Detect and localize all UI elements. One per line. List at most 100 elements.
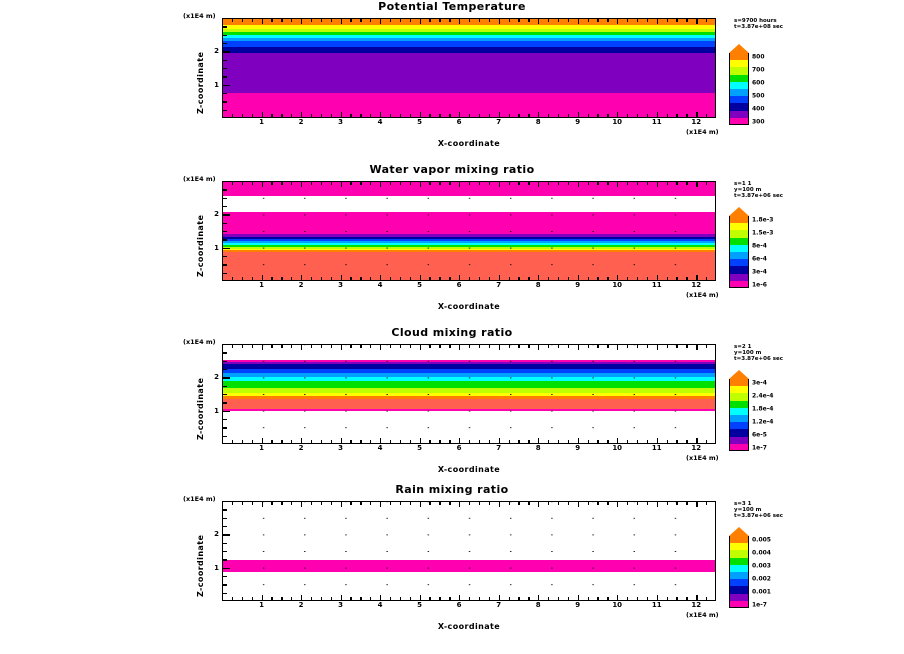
colorbar-segment [729,400,749,408]
colorbar: s=2 1 y=100 m t=3.87e+06 sec 3e-4 2.4e-4 1.8e… [728,344,898,464]
x-tick-label: 8 [535,444,541,452]
annotation-line: y=100 m [734,187,762,194]
x-tick-label: 7 [496,601,502,609]
colorbar-tick-label: 3e-4 [752,268,767,276]
x-axis-label: X-coordinate [437,139,501,148]
x-tick-label: 4 [377,601,383,609]
x-tick-label: 6 [456,444,462,452]
x-tick-label: 4 [377,444,383,452]
colorbar-arrow-cap-icon [729,44,749,53]
chart-panel: Water vapor mixing ratio (x1E4 m) Z-coordi… [0,163,904,326]
x-axis-unit: (x1E4 m) [686,128,719,136]
x-tick-label: 4 [377,281,383,289]
x-tick-label: 2 [298,118,304,126]
y-tick-label: 2 [214,210,219,219]
x-axis-label: X-coordinate [437,622,501,631]
y-axis-label: Z-coordinate [196,51,205,114]
colorbar-segment [729,74,749,82]
y-tick-label: 1 [214,563,219,572]
x-axis-label: X-coordinate [437,302,501,311]
colorbar-tick-label: 500 [752,92,765,100]
annotation-line: s=1 1 [734,181,752,187]
x-tick-label: 9 [575,601,581,609]
colorbar-bar [729,207,749,288]
x-tick-label: 10 [612,601,623,609]
colorbar-segment [729,230,749,238]
x-tick-label: 8 [535,281,541,289]
colorbar-tick-label: 1e-6 [752,281,767,289]
colorbar-tick-label: 400 [752,105,765,113]
contour-band [223,35,715,38]
x-tick-label: 9 [575,444,581,452]
annotation-line: s=3 1 [734,501,752,507]
colorbar-arrow-cap-icon [729,527,749,536]
colorbar-segment [729,237,749,245]
colorbar-tick-label: 1.2e-4 [752,418,774,426]
colorbar-segment [729,273,749,281]
colorbar-arrow-cap-icon [729,370,749,379]
colorbar-tick-label: 1.8e-4 [752,405,774,413]
colorbar-segment [729,110,749,118]
contour-band [223,38,715,41]
colorbar-bar [729,527,749,608]
x-tick-label: 3 [338,444,343,452]
colorbar-segment [729,414,749,423]
left-axis-ticks [222,501,230,601]
chart-panel: Potential Temperature (x1E4 m) Z-coordinat… [0,0,904,163]
colorbar-arrow-cap-icon [729,207,749,216]
contour-band [223,25,715,29]
y-tick-label: 1 [214,406,219,415]
y-tick-label: 2 [214,47,219,56]
bottom-axis-ticks [222,438,716,444]
annotation-line: s=2 1 [734,344,752,350]
x-tick-label: 5 [417,118,423,126]
x-axis-tick-labels: 1 2 3 4 5 6 7 8 9 10 11 12 [222,444,716,456]
plot-area[interactable] [222,18,716,118]
x-tick-label: 9 [575,118,581,126]
colorbar-segment [729,81,749,89]
contour-band [223,47,715,53]
colorbar-tick-label: 1.8e-3 [752,216,774,224]
x-tick-label: 10 [612,118,623,126]
x-tick-label: 1 [259,444,264,452]
colorbar-segment [729,443,749,451]
plot-area[interactable] [222,501,716,601]
colorbar-segment [729,223,749,231]
x-tick-label: 12 [691,444,702,452]
top-axis-ticks [222,501,716,507]
colorbar-annotation: s=3 1 y=100 m t=3.87e+06 sec [734,501,783,520]
plot-area[interactable] [222,344,716,444]
x-tick-label: 9 [575,281,581,289]
colorbar-segment [729,550,749,558]
chart-panel: Cloud mixing ratio (x1E4 m) Z-coordinate 1 2… [0,326,904,489]
colorbar-annotation: s=1 1 y=100 m t=3.87e+06 sec [734,181,783,200]
colorbar-tick-label: 1e-7 [752,601,767,609]
colorbar-segment [729,593,749,601]
plot-area[interactable] [222,181,716,281]
x-axis-tick-labels: 1 2 3 4 5 6 7 8 9 10 11 12 [222,118,716,130]
colorbar-tick-label: 0.005 [752,536,771,544]
colorbar-segment [729,386,749,394]
colorbar-tick-label: 6e-5 [752,431,767,439]
colorbar-segment [729,266,749,274]
x-tick-label: 12 [691,601,702,609]
x-axis-unit: (x1E4 m) [686,291,719,299]
colorbar-tick-label: 1e-7 [752,444,767,452]
panel-title: Potential Temperature [378,0,526,13]
x-tick-label: 6 [456,601,462,609]
annotation-line: y=100 m [734,507,762,514]
colorbar-segment [729,586,749,594]
x-tick-label: 5 [417,444,423,452]
x-tick-label: 3 [338,281,343,289]
x-tick-label: 10 [612,444,623,452]
y-axis-unit: (x1E4 m) [183,495,216,503]
bottom-axis-ticks [222,112,716,118]
x-tick-label: 7 [496,118,502,126]
colorbar: s=3 1 y=100 m t=3.87e+06 sec 0.005 0.004 0.00… [728,501,898,621]
colorbar-segment [729,436,749,444]
colorbar-tick-label: 0.004 [752,549,771,557]
annotation-line: t=3.87e+06 sec [734,513,783,520]
colorbar-tick-label: 700 [752,66,765,74]
y-axis-unit: (x1E4 m) [183,175,216,183]
x-tick-label: 7 [496,444,502,452]
